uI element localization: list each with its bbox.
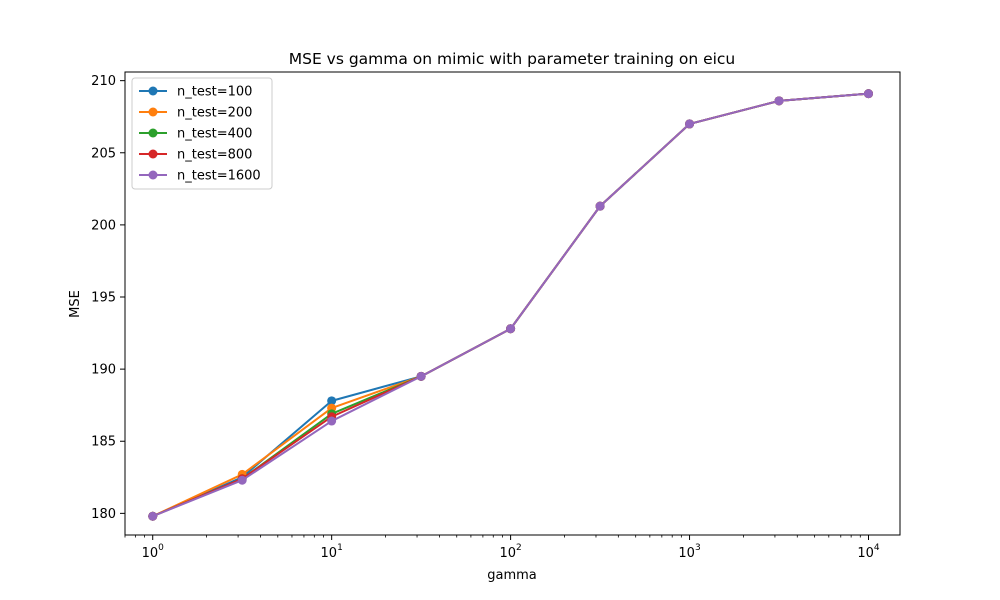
legend-label-2: n_test=400 xyxy=(177,127,252,142)
y-tick-label-2: 190 xyxy=(91,363,116,378)
series-4-point-1 xyxy=(237,475,247,485)
x-tick-label-4: 104 xyxy=(857,543,880,561)
legend-marker-2 xyxy=(148,128,158,138)
legend-marker-1 xyxy=(148,107,158,117)
legend-label-3: n_test=800 xyxy=(177,148,252,163)
y-tick-label-4: 200 xyxy=(91,218,116,233)
x-tick-label-1: 101 xyxy=(321,543,343,561)
series-4-point-3 xyxy=(416,371,426,381)
series-4-point-6 xyxy=(685,119,695,129)
legend-label-0: n_test=100 xyxy=(177,85,252,100)
y-tick-label-0: 180 xyxy=(91,507,116,522)
chart-title: MSE vs gamma on mimic with parameter tra… xyxy=(289,50,736,68)
legend-marker-0 xyxy=(148,86,158,96)
series-4-point-4 xyxy=(506,324,516,334)
series-4-point-7 xyxy=(774,96,784,106)
x-axis-title: gamma xyxy=(487,568,537,583)
y-axis-title: MSE xyxy=(68,290,83,318)
series-0-point-2 xyxy=(327,396,337,406)
legend-label-1: n_test=200 xyxy=(177,106,252,121)
legend-marker-4 xyxy=(148,170,158,180)
y-tick-label-1: 185 xyxy=(91,435,116,450)
axes-layer: 100 101 102 103 104 180 185 190 195 200 205 210 xyxy=(91,71,901,561)
legend: n_test=100 n_test=200 n_test=400 n_test=800… xyxy=(131,77,273,190)
series-4-point-0 xyxy=(148,511,158,521)
x-tick-label-0: 100 xyxy=(142,543,165,561)
series-4-point-5 xyxy=(595,201,605,211)
y-tick-label-5: 205 xyxy=(91,146,116,161)
plot-frame xyxy=(124,71,901,536)
x-tick-label-3: 103 xyxy=(678,543,700,561)
series-4-point-8 xyxy=(863,89,873,99)
legend-marker-3 xyxy=(148,149,158,159)
series-4-point-2 xyxy=(327,416,337,426)
x-tick-label-2: 102 xyxy=(499,543,521,561)
y-tick-label-3: 195 xyxy=(91,291,116,306)
legend-label-4: n_test=1600 xyxy=(177,169,261,184)
legend-box xyxy=(131,77,273,190)
y-tick-label-6: 210 xyxy=(91,74,116,89)
series-layer xyxy=(148,89,873,521)
